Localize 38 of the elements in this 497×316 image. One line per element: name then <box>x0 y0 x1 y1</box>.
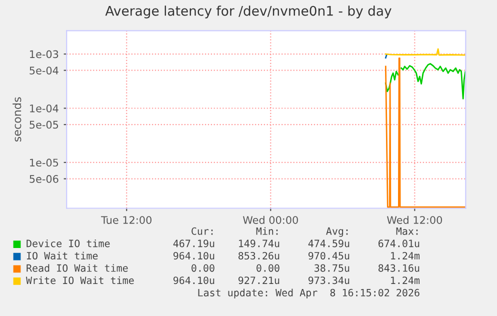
y-tick-label: 1e-03 <box>30 50 58 58</box>
y-tick-label: 1e-05 <box>30 158 58 167</box>
text: 964.10u <box>173 252 214 260</box>
text: Avg: <box>326 227 348 237</box>
text: 973.34u <box>308 276 350 284</box>
text: 970.45u <box>308 252 350 260</box>
text: 38.75u <box>314 264 350 272</box>
text: 149.74u <box>239 240 280 248</box>
x-tick-label: Tue 12:00 <box>101 216 152 224</box>
y-tick-label: 1e-04 <box>30 104 58 112</box>
x-tick-label: Wed 12:00 <box>387 216 442 224</box>
y-tick-label: 5e-05 <box>30 120 58 129</box>
text: 0.00 <box>256 264 280 272</box>
text: 964.10u <box>173 276 214 284</box>
text: 853.26u <box>238 252 280 260</box>
text: Last update: Wed Apr 8 16:15:02 2026 <box>198 288 420 298</box>
text: Cur: <box>192 227 213 235</box>
y-tick-label: 5e-04 <box>30 66 58 74</box>
text: 674.01u <box>378 240 420 248</box>
y-tick-label: 5e-06 <box>30 175 58 183</box>
text: Min: <box>256 227 278 235</box>
text: 474.59u <box>308 240 350 248</box>
y-axis-title: seconds <box>12 97 22 142</box>
x-tick-label: Wed 00:00 <box>242 216 298 224</box>
chart-title: Average latency for /dev/nvme0n1 - by day <box>105 6 392 18</box>
legend-label: Read IO Wait time <box>26 264 128 272</box>
text: 467.19u <box>173 240 214 248</box>
legend-label: IO Wait time <box>26 252 98 260</box>
text: 927.21u <box>238 276 280 284</box>
legend-label: Device IO time <box>26 239 110 248</box>
legend-label: Write IO Wait time <box>26 276 134 284</box>
line-series <box>384 48 466 56</box>
text: Max: <box>396 227 418 235</box>
text: 0.00 <box>192 264 214 272</box>
text: 1.24m <box>391 276 420 284</box>
line-series <box>384 57 466 208</box>
text: 843.16u <box>378 264 420 272</box>
text: 1.24m <box>391 252 420 260</box>
